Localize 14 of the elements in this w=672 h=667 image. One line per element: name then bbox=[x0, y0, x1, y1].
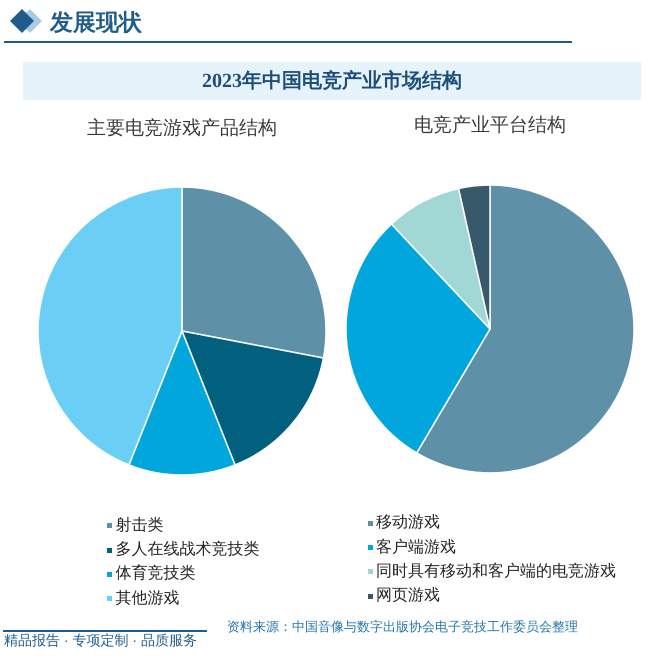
legend-label: 同时具有移动和客户端的电竞游戏 bbox=[376, 562, 616, 582]
chart-title: 主要电竞游戏产品结构 bbox=[86, 117, 278, 141]
legend-label: 其他游戏 bbox=[116, 588, 180, 609]
legend-label: 体育竞技类 bbox=[116, 564, 196, 584]
text: 资料来源：中国音像与数字出版协会电子竞技工作委员会整理 bbox=[227, 618, 578, 636]
legend-label: 射击类 bbox=[116, 516, 164, 536]
chart-title: 电竞产业平台结构 bbox=[413, 114, 567, 138]
text: 发展现状 bbox=[50, 8, 142, 35]
legend-label: 网页游戏 bbox=[376, 586, 440, 606]
text: 2023年中国电竞产业市场结构 bbox=[201, 68, 463, 94]
text: 精品报告 · 专项定制 · 品质服务 bbox=[4, 632, 197, 650]
legend-label: 移动游戏 bbox=[376, 513, 440, 534]
legend-label: 多人在线战术竞技类 bbox=[116, 540, 260, 560]
legend-label: 客户端游戏 bbox=[376, 538, 456, 558]
